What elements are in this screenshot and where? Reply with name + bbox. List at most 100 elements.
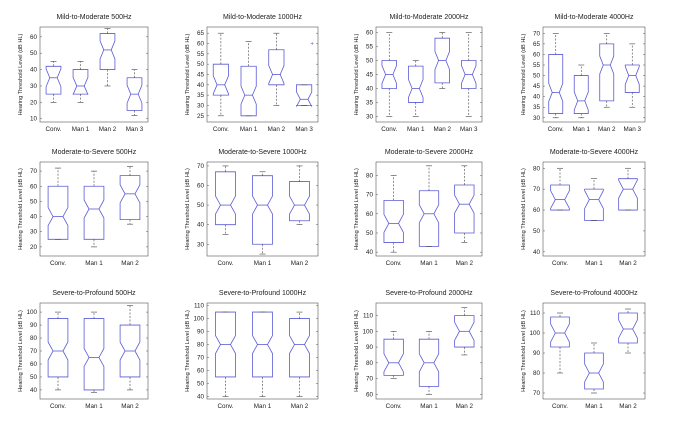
y-tick-label: 35 (366, 99, 374, 106)
panel-11: Severe-to-Profound 2000Hz 60 70 80 90 100 110H… (354, 290, 483, 410)
y-tick-label: 70 (30, 348, 38, 355)
y-tick-label: 70 (366, 376, 374, 383)
box-man-2 (99, 28, 116, 87)
panel-1: Mild-to-Moderate 500Hz 10 20 30 40 50 60 Hearin… (18, 14, 149, 133)
y-tick-label: 70 (30, 168, 38, 175)
panel-title: Severe-to-Profound 500Hz (52, 290, 136, 297)
box-conv- (47, 167, 69, 240)
x-tick-label: Man 1 (585, 403, 603, 410)
panel-7: Moderate-to-Severe 2000Hz 40 50 60 70 80 Heari… (354, 149, 483, 267)
panel-3: Mild-to-Moderate 2000Hz 30 35 40 45 50 55 60 Hea… (354, 14, 483, 133)
x-tick-label: Man 2 (291, 260, 309, 267)
y-axis-label: Hearing Threshold Level (dB HL) (521, 310, 527, 392)
y-tick-label: 90 (533, 350, 541, 357)
y-tick-label: 65 (197, 30, 205, 37)
box-conv- (212, 32, 229, 117)
y-tick-label: 45 (366, 72, 374, 79)
panel-title: Severe-to-Profound 4000Hz (550, 290, 638, 297)
y-tick-label: 50 (30, 50, 38, 57)
box-man-1 (573, 64, 589, 119)
notched-box (289, 181, 310, 222)
notched-box (381, 60, 397, 89)
notched-box (126, 77, 143, 111)
y-tick-label: 80 (533, 165, 541, 172)
box-conv- (550, 312, 570, 374)
y-axis-label: Hearing Threshold Level (dB HL) (185, 168, 191, 250)
box-man-3: + (296, 42, 314, 107)
box-man-3 (126, 69, 143, 116)
y-tick-label: 50 (533, 73, 541, 80)
x-tick-label: Conv. (46, 126, 62, 133)
x-tick-label: Man 2 (121, 260, 139, 267)
notched-box (383, 338, 404, 376)
y-tick-label: 60 (197, 183, 205, 190)
panel-title: Moderate-to-Severe 4000Hz (550, 149, 639, 156)
notched-box (252, 311, 273, 378)
x-tick-label: Man 2 (433, 126, 451, 133)
x-tick-label: Man 2 (291, 403, 309, 410)
box-conv- (215, 165, 236, 235)
notched-box (408, 65, 424, 103)
panel-title: Mild-to-Moderate 2000Hz (390, 14, 469, 21)
notched-box (461, 60, 477, 89)
notched-box (212, 63, 229, 96)
box-man-2 (289, 311, 310, 397)
y-axis-label: Hearing Threshold Level (dB HL) (18, 34, 24, 116)
y-tick-label: 70 (197, 354, 205, 361)
x-tick-label: Man 1 (420, 403, 438, 410)
notched-box (72, 69, 89, 95)
box-man-2 (454, 165, 475, 243)
y-axis-label: Hearing Threshold Level (dB HL) (521, 168, 527, 250)
y-tick-label: 30 (366, 113, 374, 120)
y-tick-label: 55 (533, 62, 541, 69)
box-man-2 (618, 308, 638, 354)
notched-box (119, 175, 141, 221)
box-man-2 (119, 166, 141, 225)
box-man-1 (584, 178, 604, 221)
y-tick-label: 70 (533, 186, 541, 193)
y-tick-label: 60 (533, 51, 541, 58)
x-tick-label: Man 1 (572, 126, 590, 133)
y-tick-label: 40 (30, 214, 38, 221)
plot-frame (542, 161, 646, 257)
y-tick-label: 40 (197, 222, 205, 229)
x-tick-label: Man 2 (456, 260, 474, 267)
y-tick-label: 80 (366, 172, 374, 179)
y-tick-label: 100 (26, 309, 37, 316)
x-tick-label: Man 1 (420, 260, 438, 267)
y-tick-label: 90 (366, 344, 374, 351)
notched-box (599, 43, 615, 102)
notched-box (573, 75, 589, 114)
y-tick-label: 40 (366, 249, 374, 256)
panel-title: Severe-to-Profound 1000Hz (219, 290, 307, 297)
box-man-1 (418, 165, 440, 247)
box-man-2 (454, 307, 475, 356)
x-tick-label: Man 1 (254, 260, 272, 267)
panel-8: Moderate-to-Severe 4000Hz 40 50 60 70 80 Heari… (521, 149, 646, 267)
box-conv- (383, 175, 404, 253)
y-tick-label: 70 (366, 192, 374, 199)
notched-box (45, 65, 62, 95)
x-tick-label: Man 1 (585, 260, 603, 267)
notched-box (215, 171, 236, 226)
y-tick-label: 30 (30, 83, 38, 90)
y-tick-label: 60 (30, 183, 38, 190)
box-conv- (215, 311, 236, 397)
y-axis-label: Hearing Threshold Level (dB HL) (18, 310, 24, 392)
notched-box (47, 318, 69, 378)
y-tick-label: 50 (197, 61, 205, 68)
plot-frame (542, 26, 646, 123)
y-axis-label: Hearing Threshold Level (dB HL) (354, 310, 360, 392)
y-tick-label: 60 (533, 207, 541, 214)
notched-box (119, 324, 141, 378)
y-tick-label: 50 (533, 228, 541, 235)
notched-box (624, 64, 640, 93)
y-tick-label: 40 (197, 82, 205, 89)
notched-box (584, 352, 604, 390)
box-man-1 (252, 311, 273, 397)
y-tick-label: 10 (30, 116, 38, 123)
y-tick-label: 90 (30, 322, 38, 329)
plot-frame (206, 302, 319, 400)
y-tick-label: 80 (197, 342, 205, 349)
notched-box (83, 318, 105, 391)
